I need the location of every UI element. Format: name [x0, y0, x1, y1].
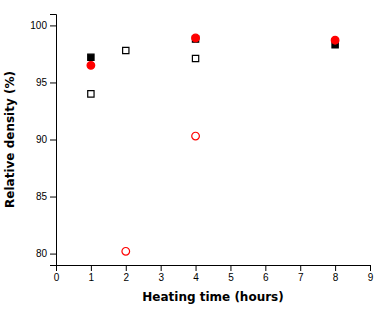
tick-mark — [265, 265, 266, 271]
tick-mark — [50, 197, 56, 198]
tick-label: 6 — [263, 272, 269, 283]
axis-line — [57, 266, 371, 272]
points — [87, 34, 339, 255]
tick: 85 — [36, 191, 56, 202]
tick-mark — [50, 254, 56, 255]
tick: 8 — [333, 265, 339, 283]
point — [87, 62, 95, 70]
series — [122, 132, 199, 255]
x-axis-title: Heating time (hours) — [142, 290, 283, 304]
series — [88, 47, 199, 97]
tick: 1 — [89, 265, 95, 283]
point — [88, 91, 94, 97]
point — [192, 34, 200, 42]
tick: 0 — [54, 265, 60, 283]
tick: 100 — [30, 20, 56, 31]
tick-label: 9 — [368, 272, 374, 283]
series — [87, 34, 339, 69]
tick-mark — [335, 265, 336, 271]
tick: 90 — [36, 134, 56, 145]
tick-mark — [50, 25, 56, 26]
x-axis: 0 1 2 3 4 5 6 7 8 9 — [54, 265, 374, 283]
tick-mark — [91, 265, 92, 271]
point — [331, 36, 339, 44]
point — [123, 47, 129, 53]
tick-label: 2 — [123, 272, 129, 283]
plot: 0 1 2 3 4 5 6 7 8 9 80 85 90 95 100 — [30, 15, 373, 284]
tick-label: 85 — [36, 191, 48, 202]
tick-label: 4 — [193, 272, 199, 283]
tick-label: 0 — [54, 272, 60, 283]
tick-mark — [230, 265, 231, 271]
tick: 4 — [193, 265, 199, 283]
tick-mark — [196, 265, 197, 271]
tick-label: 8 — [333, 272, 339, 283]
tick-label: 80 — [36, 248, 48, 259]
tick-label: 5 — [228, 272, 234, 283]
tick: 6 — [263, 265, 269, 283]
tick-label: 7 — [298, 272, 304, 283]
tick-mark — [300, 265, 301, 271]
tick-mark — [370, 265, 371, 271]
tick-mark — [126, 265, 127, 271]
tick: 95 — [36, 77, 56, 88]
point — [88, 54, 94, 60]
tick: 3 — [158, 265, 164, 283]
tick-label: 95 — [36, 77, 48, 88]
point — [122, 247, 130, 255]
tick-label: 100 — [30, 20, 47, 31]
tick-mark — [50, 140, 56, 141]
point — [192, 132, 200, 140]
point — [192, 55, 198, 61]
tick-mark — [161, 265, 162, 271]
tick-label: 3 — [158, 272, 164, 283]
y-axis: 80 85 90 95 100 — [30, 15, 56, 266]
y-axis-title: Relative density (%) — [3, 71, 17, 208]
tick-mark — [50, 82, 56, 83]
tick: 9 — [368, 265, 374, 283]
tick: 7 — [298, 265, 304, 283]
tick-label: 1 — [89, 272, 95, 283]
tick: 80 — [36, 248, 56, 259]
tick-label: 90 — [36, 134, 48, 145]
axis-line — [50, 15, 57, 266]
tick: 2 — [123, 265, 129, 283]
series — [88, 36, 339, 61]
tick: 5 — [228, 265, 234, 283]
chart: 0 1 2 3 4 5 6 7 8 9 80 85 90 95 100 Heating time (hours… — [0, 0, 386, 309]
